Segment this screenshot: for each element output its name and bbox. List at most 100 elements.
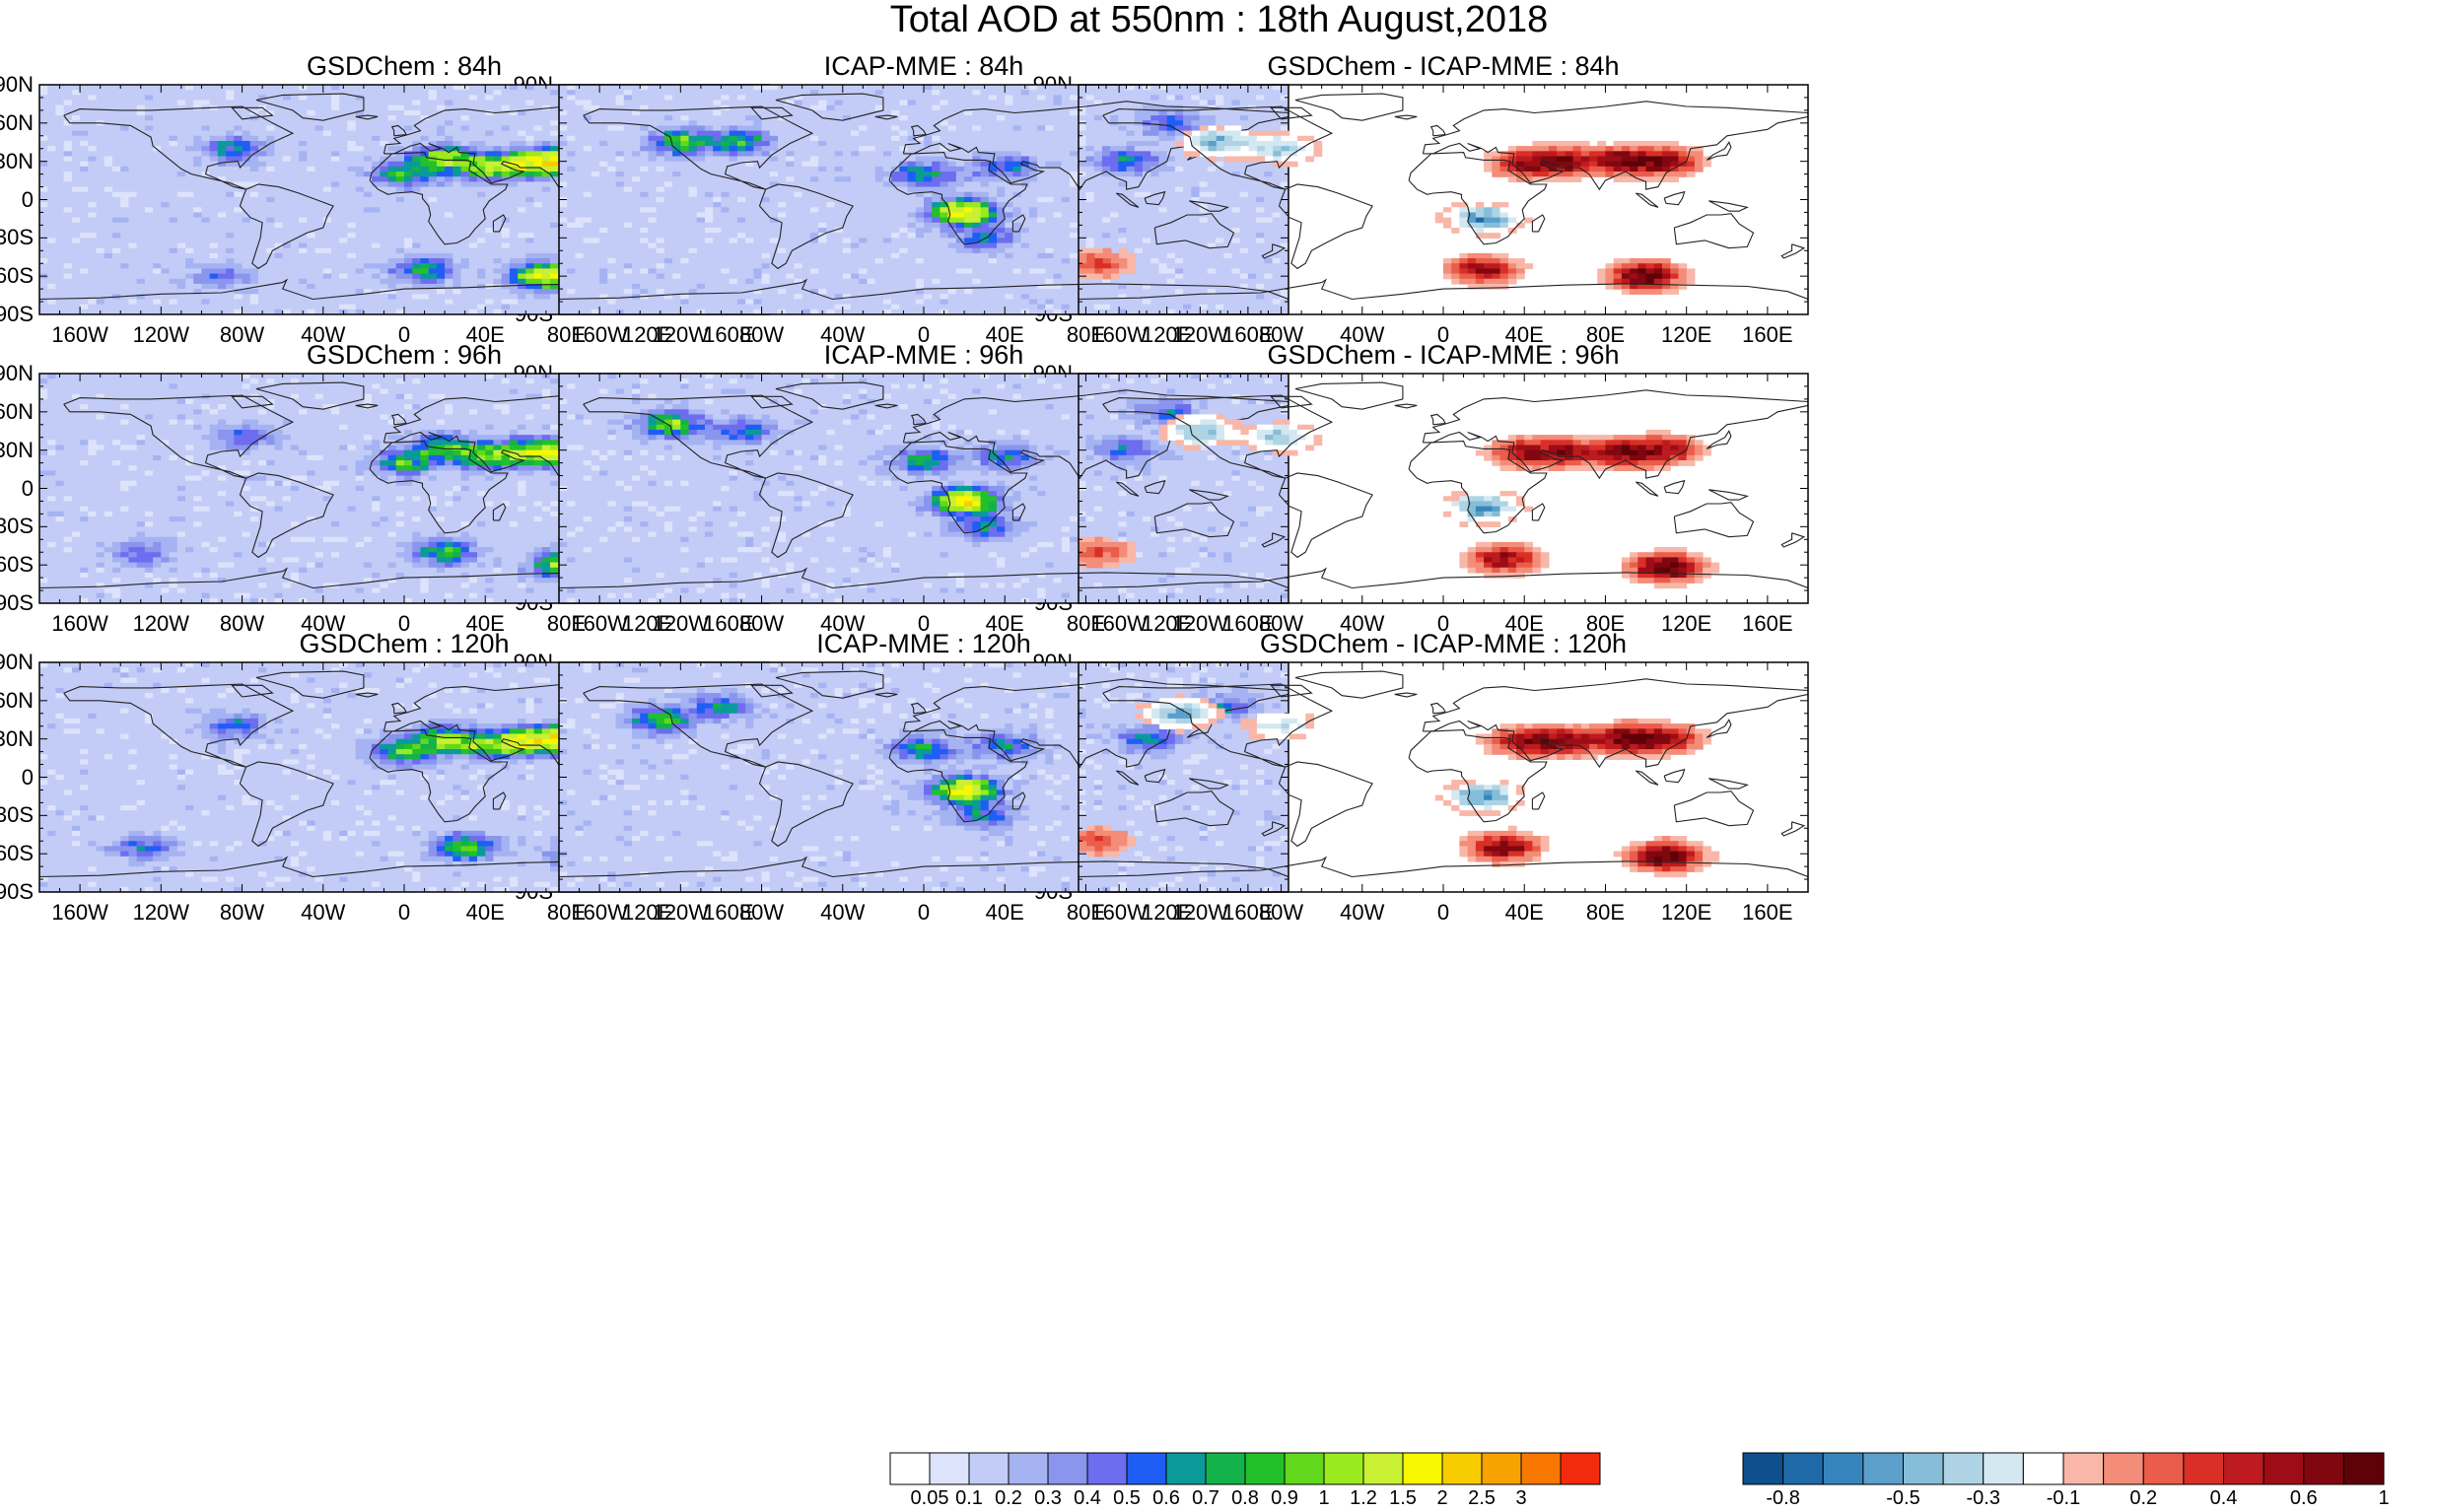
aod-cell bbox=[63, 100, 73, 106]
aod-cell bbox=[96, 207, 105, 214]
aod-cell bbox=[169, 217, 178, 224]
aod-cell bbox=[104, 233, 113, 239]
aod-cell bbox=[71, 238, 81, 244]
aod-cell bbox=[322, 202, 332, 208]
aod-cell bbox=[249, 166, 259, 172]
aod-cell bbox=[136, 268, 146, 275]
aod-cell bbox=[575, 252, 585, 259]
aod-cell bbox=[550, 263, 559, 269]
aod-cell bbox=[144, 166, 154, 172]
aod-cell bbox=[355, 140, 365, 147]
aod-cell bbox=[242, 252, 251, 259]
aod-cell bbox=[258, 238, 267, 244]
aod-cell bbox=[39, 146, 48, 152]
aod-cell bbox=[226, 115, 235, 121]
aod-cell bbox=[363, 207, 373, 214]
aod-cell bbox=[314, 278, 324, 285]
aod-cell bbox=[453, 258, 462, 264]
coastline bbox=[492, 214, 507, 233]
aod-cell bbox=[282, 125, 292, 132]
aod-cell bbox=[274, 181, 284, 188]
aod-cell bbox=[640, 120, 650, 127]
aod-cell bbox=[453, 283, 462, 290]
aod-cell bbox=[559, 252, 568, 259]
aod-cell bbox=[380, 166, 389, 172]
aod-cell bbox=[477, 156, 486, 163]
aod-cell bbox=[161, 258, 171, 264]
aod-cell bbox=[567, 304, 577, 310]
aod-cell bbox=[501, 238, 511, 244]
aod-cell bbox=[339, 263, 349, 269]
aod-cell bbox=[404, 283, 413, 290]
lon-tick-label: 40W bbox=[301, 613, 345, 635]
aod-cell bbox=[420, 289, 430, 295]
aod-cell bbox=[176, 172, 186, 177]
aod-cell bbox=[404, 181, 413, 188]
aod-cell bbox=[525, 95, 535, 102]
aod-cell bbox=[688, 278, 698, 285]
lon-tick-label: 80E bbox=[1067, 902, 1105, 924]
aod-cell bbox=[607, 196, 617, 203]
aod-cell bbox=[688, 233, 698, 239]
aod-cell bbox=[209, 299, 219, 306]
aod-cell bbox=[509, 120, 519, 127]
aod-cell bbox=[307, 146, 316, 152]
aod-cell bbox=[39, 176, 48, 182]
aod-cell bbox=[71, 115, 81, 121]
aod-cell bbox=[299, 289, 308, 295]
aod-cell bbox=[112, 252, 121, 259]
aod-cell bbox=[477, 140, 486, 147]
aod-cell bbox=[47, 263, 57, 269]
aod-cell bbox=[680, 104, 690, 111]
aod-cell bbox=[453, 202, 462, 208]
aod-cell bbox=[161, 304, 171, 310]
lon-tick-label: 160E bbox=[1222, 902, 1273, 924]
aod-cell bbox=[176, 130, 186, 137]
aod-cell bbox=[96, 135, 105, 142]
aod-cell bbox=[274, 247, 284, 254]
aod-cell bbox=[104, 166, 113, 172]
aod-cell bbox=[258, 273, 267, 280]
aod-cell bbox=[468, 263, 478, 269]
aod-cell bbox=[209, 294, 219, 301]
panel-title: GSDChem - ICAP-MME : 96h bbox=[1079, 340, 1808, 370]
aod-cell bbox=[372, 104, 381, 111]
aod-cell bbox=[672, 207, 681, 214]
aod-cell bbox=[599, 172, 608, 177]
aod-cell bbox=[242, 125, 251, 132]
aod-cell bbox=[266, 104, 276, 111]
aod-cell bbox=[680, 212, 690, 219]
aod-cell bbox=[412, 90, 422, 96]
aod-cell bbox=[274, 273, 284, 280]
aod-cell bbox=[567, 299, 577, 306]
aod-cell bbox=[436, 278, 446, 285]
aod-cell bbox=[656, 247, 665, 254]
aod-cell bbox=[96, 100, 105, 106]
aod-cell bbox=[468, 104, 478, 111]
aod-cell bbox=[234, 140, 244, 147]
aod-cell bbox=[501, 283, 511, 290]
aod-cell bbox=[509, 268, 519, 275]
aod-cell bbox=[169, 278, 178, 285]
aod-cell bbox=[112, 140, 121, 147]
aod-cell bbox=[282, 252, 292, 259]
aod-cell bbox=[460, 109, 470, 116]
aod-cell bbox=[120, 156, 130, 163]
aod-cell bbox=[112, 238, 121, 244]
aod-cell bbox=[290, 125, 300, 132]
aod-cell bbox=[282, 90, 292, 96]
aod-cell bbox=[541, 252, 551, 259]
aod-cell bbox=[460, 181, 470, 188]
aod-cell bbox=[282, 263, 292, 269]
aod-cell bbox=[307, 120, 316, 127]
aod-cell bbox=[420, 135, 430, 142]
aod-cell bbox=[339, 299, 349, 306]
aod-cell bbox=[363, 304, 373, 310]
aod-cell bbox=[209, 120, 219, 127]
aod-cell bbox=[63, 181, 73, 188]
aod-cell bbox=[299, 161, 308, 168]
aod-cell bbox=[282, 242, 292, 249]
aod-cell bbox=[380, 247, 389, 254]
aod-cell bbox=[39, 135, 48, 142]
aod-cell bbox=[672, 289, 681, 295]
